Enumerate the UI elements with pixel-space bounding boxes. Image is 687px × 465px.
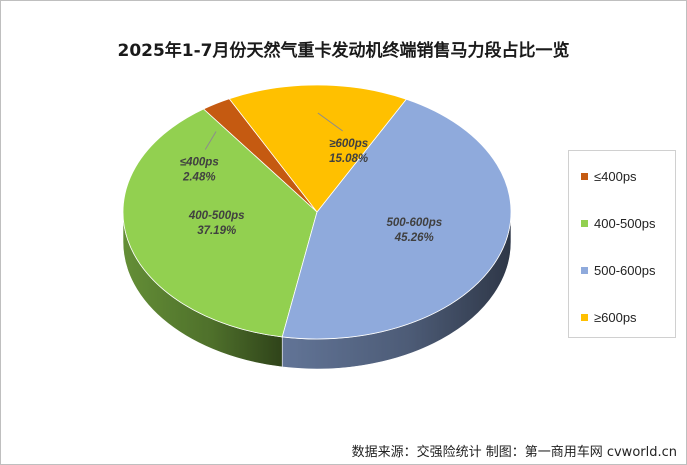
chart-title: 2025年1-7月份天然气重卡发动机终端销售马力段占比一览: [117, 41, 570, 61]
pie-side-400-500: [122, 211, 283, 368]
legend-item-ge600: ≥600ps: [581, 307, 637, 327]
leader-line-le400: [204, 131, 217, 150]
pie-slice-ge600: [228, 84, 407, 213]
pie-tops: [122, 84, 512, 340]
legend-label-le400: ≤400ps: [594, 168, 637, 184]
footer-source: 数据来源：交强险统计 制图：第一商用车网 cvworld.cn: [351, 445, 677, 460]
data-label-value-le400: 2.48%: [182, 172, 216, 184]
pie-leader-lines: [204, 112, 343, 150]
pie-data-labels: ≤400ps 2.48% 400-500ps 37.19% 500-600ps 45.26…: [180, 138, 442, 244]
pie-slice-500-600: [281, 98, 512, 340]
data-label-value-400-500: 37.19%: [197, 225, 236, 237]
data-label-name-500-600: 500-600ps: [386, 217, 442, 229]
data-label-name-400-500: 400-500ps: [188, 210, 245, 222]
legend-swatch-400-500: [581, 219, 588, 227]
leader-line-ge600: [317, 112, 343, 132]
legend-label-400-500: 400-500ps: [594, 215, 656, 231]
data-label-name-ge600: ≥600ps: [329, 138, 368, 150]
data-label-value-500-600: 45.26%: [394, 232, 434, 244]
legend: ≤400ps 400-500ps 500-600ps ≥600ps: [568, 150, 676, 338]
legend-item-le400: ≤400ps: [581, 166, 637, 186]
legend-label-ge600: ≥600ps: [594, 309, 637, 325]
legend-swatch-500-600: [581, 266, 588, 274]
pie-slice-400-500: [122, 108, 318, 338]
legend-swatch-le400: [581, 172, 588, 180]
data-label-name-le400: ≤400ps: [180, 157, 219, 169]
data-label-value-ge600: 15.08%: [329, 153, 368, 165]
legend-item-500-600: 500-600ps: [581, 260, 655, 280]
legend-label-500-600: 500-600ps: [594, 262, 656, 278]
legend-item-400-500: 400-500ps: [581, 213, 655, 233]
legend-swatch-ge600: [581, 313, 588, 321]
